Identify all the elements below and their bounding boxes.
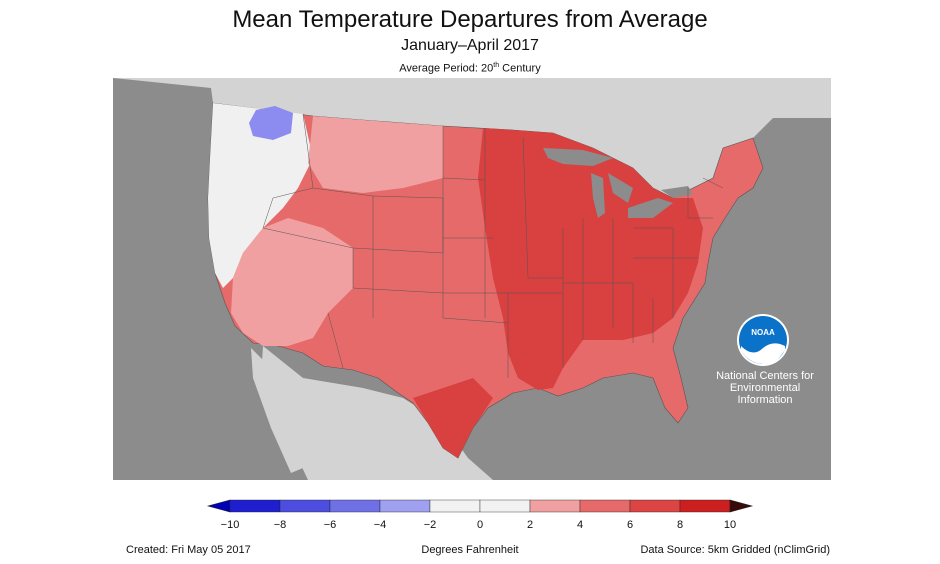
ncei-line-2: Environmental — [729, 382, 801, 394]
legend-under-arrow — [206, 499, 231, 513]
canada-land — [113, 78, 831, 198]
ncei-line-1: National Centers for — [716, 370, 814, 382]
great-lakes — [543, 148, 693, 218]
legend-color-cell — [679, 499, 731, 513]
data-source: Data Source: 5km Gridded (nClimGrid) — [640, 544, 830, 556]
period-prefix: Average Period: 20 — [399, 62, 494, 75]
legend-color-cell — [479, 499, 531, 513]
legend-color-cell — [279, 499, 331, 513]
period-superscript: th — [493, 62, 500, 69]
much-warmer-texas — [413, 378, 493, 458]
legend-color-cell — [579, 499, 631, 513]
noaa-logo-text: NOAA — [751, 328, 775, 337]
average-period: Average Period: 20th Century — [0, 62, 940, 75]
light-warm-west — [231, 218, 353, 346]
legend-color-cell — [529, 499, 581, 513]
near-average-region — [208, 103, 313, 288]
legend-colorbar — [206, 499, 754, 513]
legend-tick-label: 0 — [476, 519, 484, 531]
legend-tick-label: 8 — [676, 519, 684, 531]
period-suffix: Century — [499, 62, 541, 75]
legend-tick-label: 6 — [626, 519, 634, 531]
legend-color-cell — [329, 499, 381, 513]
legend-tick-label: −6 — [323, 519, 337, 531]
legend-tick-label: 10 — [723, 519, 737, 531]
map-title: Mean Temperature Departures from Average — [232, 6, 708, 33]
created-date: Created: Fri May 05 2017 — [126, 544, 251, 556]
legend-tick-label: −4 — [373, 519, 387, 531]
legend-over-arrow — [729, 499, 754, 513]
map-subtitle: January–April 2017 — [401, 37, 539, 54]
much-warmer-region — [478, 128, 703, 390]
mexico-land — [261, 346, 493, 480]
temperature-map: NOAA — [113, 78, 831, 480]
legend-color-cell — [429, 499, 481, 513]
legend-color-cell — [229, 499, 281, 513]
baja-land — [251, 348, 303, 473]
legend-tick-label: −2 — [423, 519, 437, 531]
legend-tick-label: 2 — [526, 519, 534, 531]
legend-tick-label: −8 — [273, 519, 287, 531]
ncei-line-3: Information — [737, 394, 793, 406]
state-borders — [262, 113, 724, 378]
legend-tick-label: 4 — [576, 519, 584, 531]
light-warm-north — [308, 116, 443, 193]
below-average-spot — [249, 106, 293, 140]
ncei-label: National Centers for Environmental Infor… — [705, 370, 825, 406]
legend-unit: Degrees Fahrenheit — [421, 544, 519, 556]
legend-tick-label: −10 — [220, 519, 240, 531]
legend-color-cell — [379, 499, 431, 513]
noaa-logo: NOAA — [737, 314, 789, 366]
legend-color-cell — [629, 499, 681, 513]
